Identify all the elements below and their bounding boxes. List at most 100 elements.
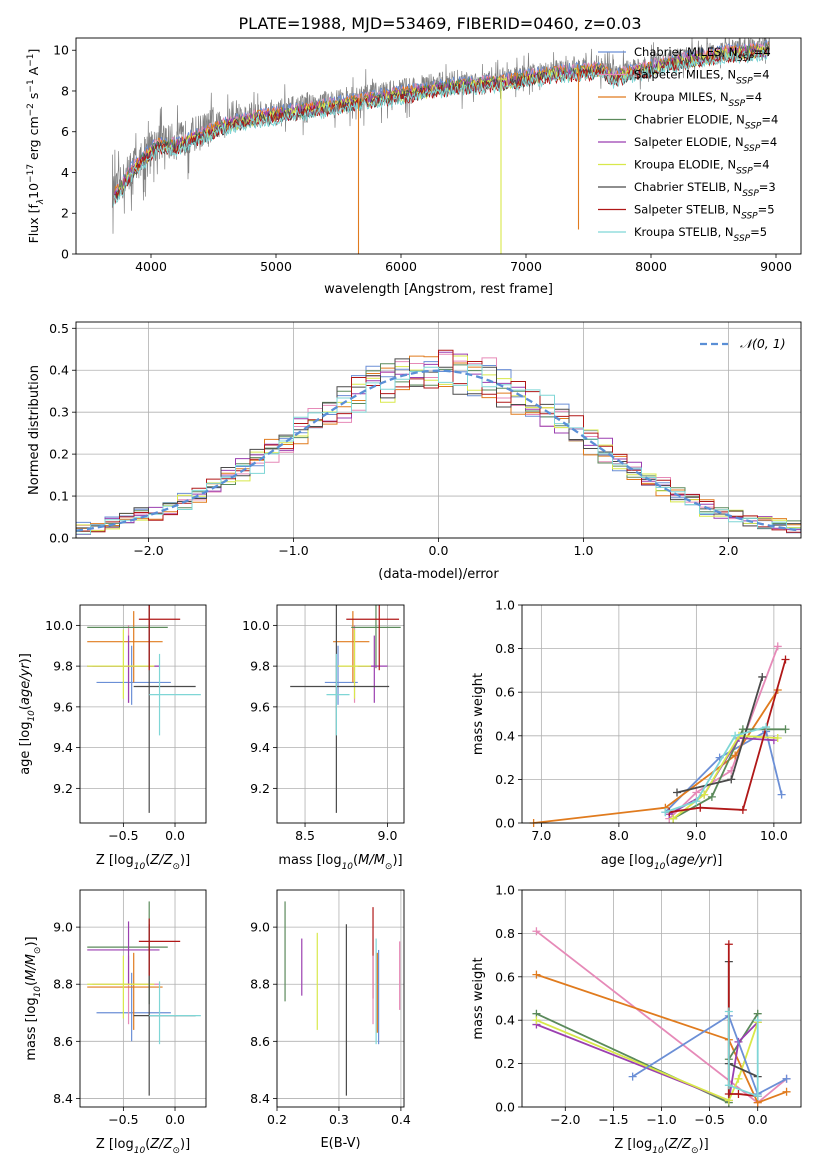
mw_z-xtick-label: −1.5 [598, 1112, 628, 1127]
mass_z-ylabel-part: 10 [33, 986, 43, 998]
mw_z-ytick-label: 0.2 [495, 1056, 515, 1071]
spectrum-legend-label: Chabrier STELIB, NSSP=3 [634, 180, 776, 199]
mw_z-ytick-label: 0.8 [495, 926, 515, 941]
spectrum-legend-label-part: =4 [745, 90, 762, 104]
age_z-xlabel-part: Z/Z [149, 853, 173, 868]
mw_age-marker-kroupa-stelib [692, 797, 701, 806]
mw_age-ytick-label: 1.0 [495, 598, 515, 613]
mass_z-ytick-label: 8.6 [53, 1034, 73, 1049]
mw_z-marker-kroupa-stelib [724, 1007, 733, 1016]
mw_z-line-chabrier-miles [632, 1014, 788, 1096]
mw_age-marker-kroupa-elodie [773, 733, 782, 742]
mw_z-ytick-label: 0.0 [495, 1100, 515, 1115]
age_z-xlabel-part: 10 [134, 862, 146, 872]
mass_z-xlabel-part: ( [145, 1137, 150, 1152]
age_z-ylabel-part: ( [18, 705, 33, 710]
age_z-xlabel-part: Z [log [96, 853, 134, 868]
mw_z-xlabel-part: Z/Z [668, 1137, 692, 1152]
spectrum-frame [75, 37, 802, 255]
mw_age-marker-chabrier-stelib [758, 672, 767, 681]
age_z-ylabel-part: age/yr [18, 662, 33, 705]
mw_age-marker-salpeter-miles [692, 788, 701, 797]
mw_age-xlabel-part: age/yr [670, 853, 713, 868]
mw_age-ytick-label: 0.8 [495, 641, 515, 656]
mw_age-ytick-label: 0.4 [495, 728, 515, 743]
age_mass-xtick-label: 8.5 [295, 828, 315, 843]
residuals-ytick-label: 0.4 [49, 363, 69, 378]
mw_z-frame [521, 889, 802, 1108]
age_z-xlabel-part: ⊙ [172, 862, 180, 872]
mw_age-axes: 7.0 8.0 9.0 10.0 0.0 0.2 0.4 0.6 0.8 1.0 [495, 598, 801, 843]
mass_ebv-ytick-label: 9.0 [250, 920, 270, 935]
residuals-ylabel: Normed distribution [27, 365, 42, 495]
mw_z-xlabel: Z [log10(Z/Z⊙)] [614, 1137, 708, 1156]
spectrum-ytick-label: 4 [61, 165, 69, 180]
mass_z-ylabel-part: mass [log [24, 997, 39, 1060]
spectrum-legend-label-part: SSP [736, 167, 753, 177]
mass_ebv-xtick-label: 0.2 [267, 1112, 287, 1127]
mw_z-xtick-label: −2.0 [550, 1112, 580, 1127]
spectrum-ylabel-part: −1 [26, 79, 36, 92]
residuals-xtick-label: 2.0 [719, 543, 739, 558]
spectrum-ylabel-part: 10 [26, 183, 41, 199]
mw_z-xlabel-part: 10 [652, 1146, 664, 1156]
spectrum-legend-label-part: SSP [736, 77, 753, 87]
residuals-ytick-label: 0.2 [49, 447, 69, 462]
mw_z-marker-salpeter-stelib [724, 940, 733, 949]
mw_z-xtick-label: 0.0 [748, 1112, 768, 1127]
mass_z-xlabel-part: Z/Z [149, 1137, 173, 1152]
spectrum-axes: 4000 5000 6000 7000 8000 9000 0 2 4 6 8 10 [53, 43, 792, 274]
mw_age-marker-salpeter-stelib [781, 655, 790, 664]
mw_age-xtick-label: 7.0 [531, 828, 551, 843]
spectrum-legend-label-part: =4 [753, 158, 770, 172]
mw_z-marker-kroupa-miles [782, 1087, 791, 1096]
spectrum-legend-label: Salpeter ELODIE, NSSP=4 [634, 135, 777, 154]
spectrum-legend-label-part: SSP [745, 122, 762, 132]
age_mass-xlabel-part: mass [log [278, 853, 341, 868]
spectrum-legend-label-part: Salpeter ELODIE, N [634, 135, 744, 149]
residuals-axes: −2.0 −1.0 0.0 1.0 2.0 0.0 0.1 0.2 0.3 0.4 0.5 [49, 321, 801, 558]
spectrum-legend-label-part: =4 [760, 135, 777, 149]
residuals-xlabel: (data-model)/error [378, 567, 499, 582]
spectrum-legend-label-part: SSP [742, 189, 759, 199]
age_z-ytick-label: 10.0 [45, 618, 73, 633]
spectrum-ytick-label: 10 [53, 43, 69, 58]
mw_z-ytick-label: 0.6 [495, 969, 515, 984]
age_z-xtick-label: 0.0 [165, 828, 185, 843]
spectrum-legend-label: Kroupa MILES, NSSP=4 [634, 90, 762, 109]
residual-legend-label: 𝒩(0, 1) [740, 336, 786, 351]
mass_ebv-frame [276, 889, 405, 1108]
spectrum-legend-label-part: SSP [741, 212, 758, 222]
mw_age-marker-kroupa-stelib [731, 731, 740, 740]
mw_age-xlabel-part: )] [712, 853, 722, 868]
mw_age-marker-salpeter-stelib [738, 805, 747, 814]
residuals-ytick-label: 0.0 [49, 531, 69, 546]
spectrum-legend-label-part: =5 [758, 203, 775, 217]
mw_z-marker-chabrier-miles [782, 1074, 791, 1083]
mw_age-xlabel-part: ( [665, 853, 670, 868]
spectrum-legend-label-part: =3 [759, 180, 776, 194]
spectrum-xtick-label: 8000 [635, 259, 667, 274]
spectrum-legend-label: Chabrier MILES, NSSP=4 [634, 45, 771, 64]
spectrum-legend-label-part: =4 [754, 45, 771, 59]
mw_age-line-salpeter-stelib [669, 659, 787, 813]
spectrum-xtick-label: 5000 [260, 259, 292, 274]
spectrum-legend-label: Kroupa ELODIE, NSSP=4 [634, 158, 770, 177]
mw_age-ytick-label: 0.0 [495, 816, 515, 831]
mw_z-marker-kroupa-miles [532, 970, 541, 979]
spectrum-legend-label-part: SSP [729, 99, 746, 109]
spectrum-legend-label-part: Chabrier MILES, N [634, 45, 737, 59]
mw_age-ytick-label: 0.6 [495, 685, 515, 700]
mass_z-xlabel-part: ⊙ [172, 1146, 180, 1156]
spectrum-ytick-label: 2 [61, 206, 69, 221]
age_mass-xlabel-part: M/M [358, 853, 385, 868]
mw_z-xlabel-part: ( [664, 1137, 669, 1152]
spectrum-ylabel-part: ] [26, 49, 41, 54]
spectrum-legend-label-part: Kroupa STELIB, N [634, 225, 734, 239]
mw_age-marker-salpeter-miles [773, 642, 782, 651]
spectrum-ylabel-part: −1 [26, 54, 36, 67]
mw_age-line-kroupa-stelib [665, 726, 767, 813]
spectrum-legend-label: Chabrier ELODIE, NSSP=4 [634, 113, 778, 132]
age_z-xtick-label: −0.5 [108, 828, 138, 843]
